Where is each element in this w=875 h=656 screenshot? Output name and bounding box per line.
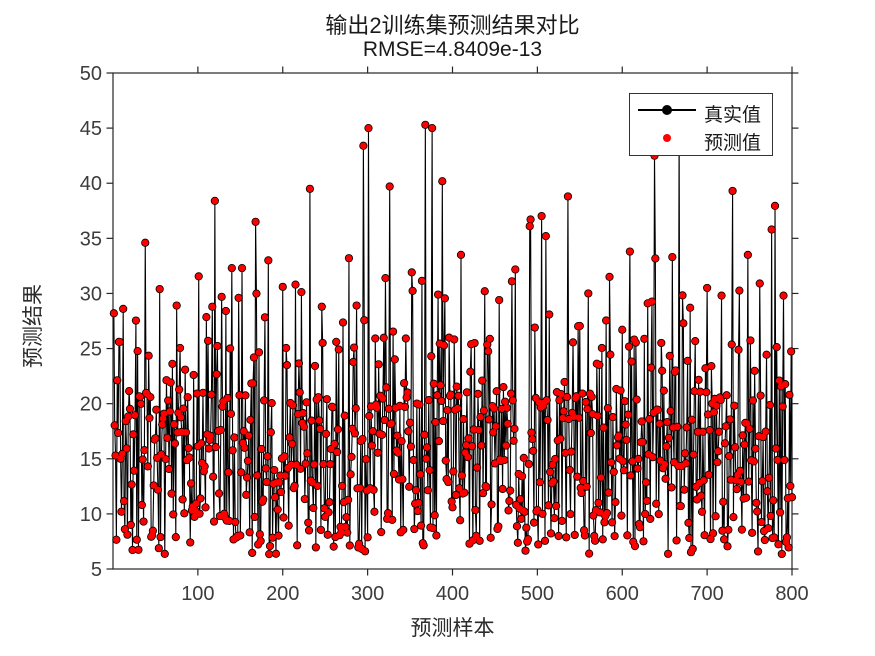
y-tick-label: 30 (80, 283, 102, 305)
chart-title: 输出2训练集预测结果对比 (325, 13, 580, 38)
x-tick-label: 700 (690, 583, 723, 605)
legend-label-predicted: 预测值 (704, 133, 762, 154)
y-tick-label: 35 (80, 228, 102, 250)
chart-subtitle-rmse: RMSE=4.8409e-13 (362, 38, 543, 61)
actual-series-line (113, 124, 793, 555)
red-dot-marker-icon (663, 134, 671, 142)
y-tick-label: 40 (80, 173, 102, 195)
x-tick-label: 200 (266, 583, 299, 605)
y-tick-label: 45 (80, 118, 102, 140)
y-tick-label: 15 (80, 449, 102, 471)
legend-entry-predicted: 预测值 (630, 124, 772, 154)
x-tick-label: 500 (521, 583, 554, 605)
predicted-series-markers (110, 121, 796, 558)
y-tick-label: 20 (80, 394, 102, 416)
legend-label-actual: 真实值 (704, 105, 762, 126)
x-tick-label: 800 (775, 583, 808, 605)
x-tick-label: 300 (351, 583, 384, 605)
x-tick-label: 400 (436, 583, 469, 605)
y-tick-label: 50 (80, 63, 102, 85)
x-axis-label: 预测样本 (410, 617, 495, 640)
black-dot-marker-icon (662, 105, 672, 115)
legend-entry-actual: 真实值 (630, 96, 772, 126)
legend-sample-actual (638, 96, 696, 124)
legend-box: 真实值 预测值 (629, 93, 773, 156)
y-tick-label: 25 (80, 339, 102, 361)
x-tick-label: 600 (606, 583, 639, 605)
x-tick-label: 100 (181, 583, 214, 605)
y-tick-label: 5 (91, 559, 102, 581)
legend-sample-predicted (638, 124, 696, 152)
y-tick-label: 10 (80, 504, 102, 526)
